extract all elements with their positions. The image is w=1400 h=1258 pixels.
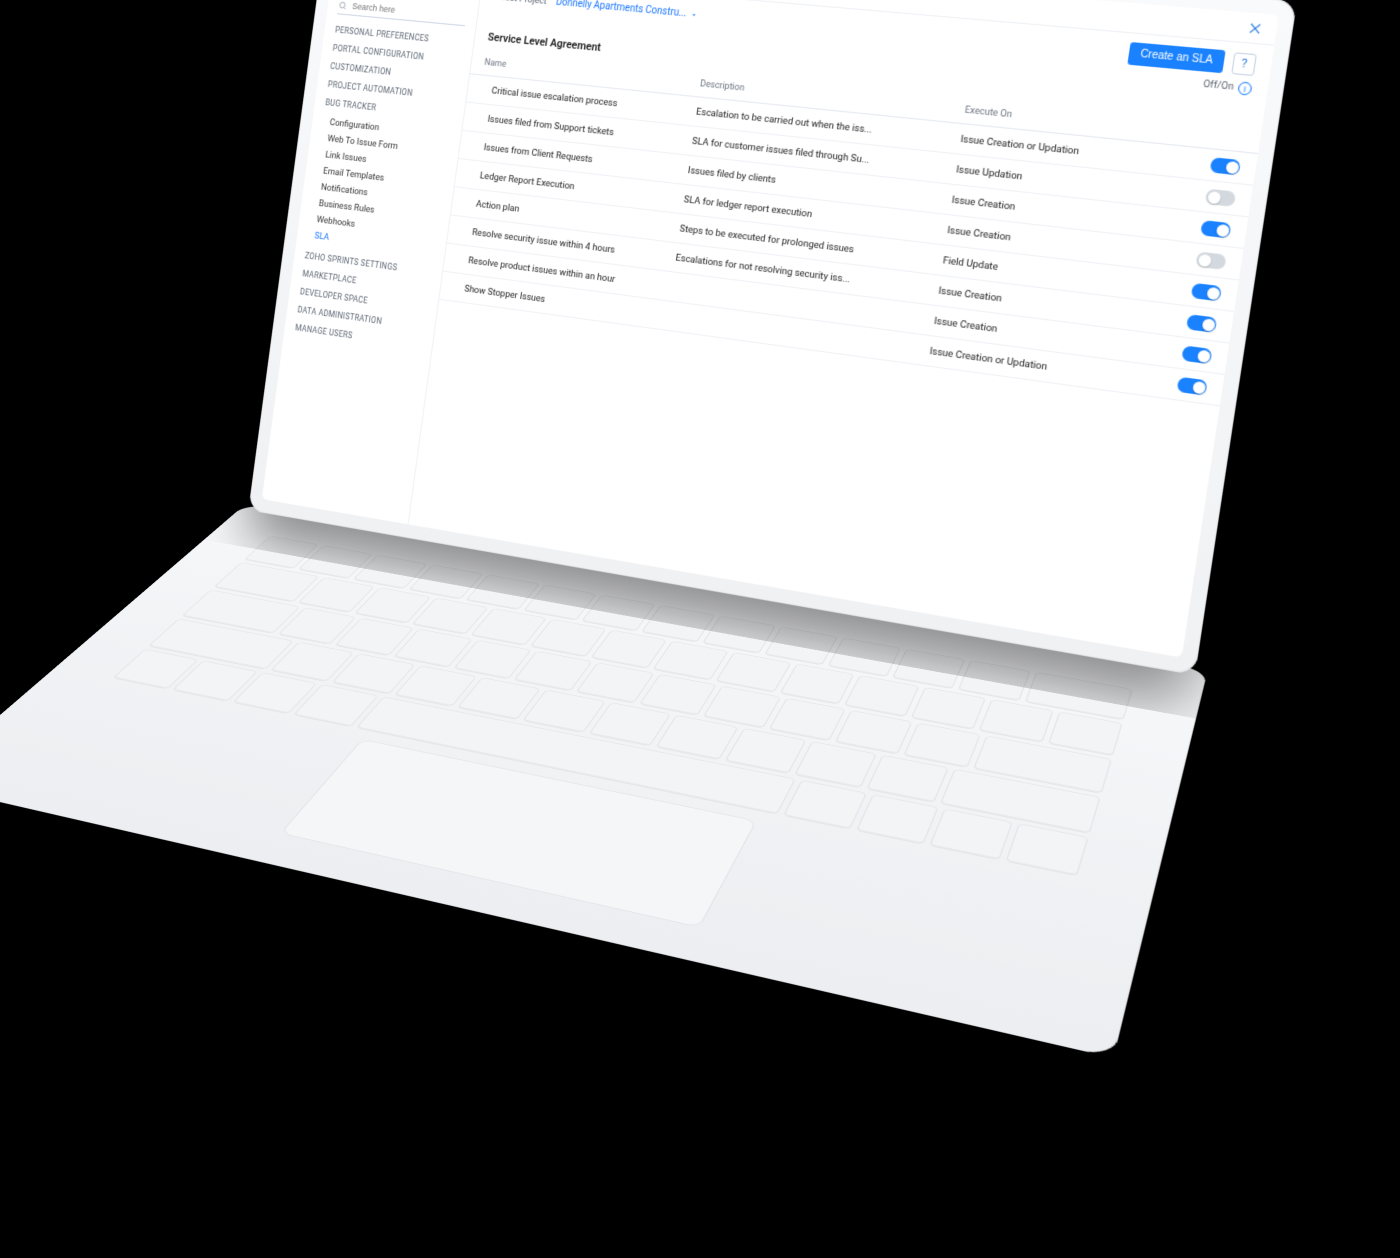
keyboard-key <box>293 684 378 727</box>
keyboard-key <box>354 587 431 623</box>
keyboard-key <box>979 699 1054 743</box>
trackpad <box>280 739 757 928</box>
keyboard-key <box>866 755 948 803</box>
toggle-switch[interactable] <box>1200 220 1231 238</box>
keyboard-key <box>652 641 728 681</box>
keyboard-key <box>588 702 671 746</box>
search-icon <box>338 0 348 11</box>
search-input[interactable] <box>350 0 467 22</box>
keyboard-key <box>641 605 715 642</box>
keyboard-key <box>783 780 867 830</box>
keyboard-key <box>795 741 877 788</box>
keyboard-key <box>703 686 781 729</box>
keyboard-key <box>827 638 901 677</box>
toggle-switch[interactable] <box>1210 157 1241 175</box>
keyboard-key <box>973 735 1112 793</box>
keyboard-key <box>835 710 913 754</box>
keyboard-key <box>523 585 598 621</box>
keyboard-key <box>113 649 199 689</box>
keyboard-key <box>779 664 855 705</box>
keyboard-key <box>702 616 776 654</box>
keyboard-row <box>113 649 1089 876</box>
toggle-switch[interactable] <box>1177 377 1208 396</box>
keyboard-key <box>939 769 1100 834</box>
keyboard-key <box>356 697 796 815</box>
nav-section-header[interactable]: PORTAL CONFIGURATION <box>332 44 461 66</box>
keyboard-key <box>453 640 532 680</box>
keyboard-key <box>844 675 920 717</box>
keyboard-key <box>638 674 716 716</box>
info-icon[interactable]: i <box>1237 81 1252 95</box>
keyboard-key <box>298 577 375 613</box>
keyboard-key <box>172 660 258 701</box>
keyboard-key <box>581 595 655 632</box>
keyboard-key <box>181 590 300 634</box>
toggle-switch[interactable] <box>1181 345 1212 364</box>
scene: Setup PERSONAL PREFERENCESPORTAL CONFIGU… <box>0 0 1400 1258</box>
keyboard-key <box>1048 712 1123 756</box>
keyboard-key <box>514 651 593 691</box>
help-button[interactable]: ? <box>1231 52 1257 76</box>
keyboard-key <box>393 629 472 668</box>
nav-sublist: ConfigurationWeb To Issue FormLink Issue… <box>307 114 451 260</box>
laptop-device: Setup PERSONAL PREFERENCESPORTAL CONFIGU… <box>0 307 1261 1055</box>
keyboard-key <box>457 677 540 719</box>
keyboard-key <box>892 649 965 689</box>
main-panel: Select Project Donnelly Apartments Const… <box>408 0 1274 657</box>
search-box[interactable] <box>337 0 467 26</box>
keyboard-key <box>530 619 607 657</box>
close-icon[interactable] <box>1244 17 1267 38</box>
project-select-value[interactable]: Donnelly Apartments Constru... <box>555 0 699 20</box>
keyboard-key <box>855 794 939 845</box>
keyboard-key <box>412 598 489 635</box>
keyboard-key <box>277 607 356 644</box>
keyboard-key <box>724 728 807 774</box>
keyboard-key <box>1024 672 1133 720</box>
sla-table: Name Description Execute On Critical iss… <box>408 50 1262 658</box>
toggle-switch[interactable] <box>1186 314 1217 333</box>
toggle-switch[interactable] <box>1195 251 1226 270</box>
keyboard-key <box>335 618 414 656</box>
keyboard-key <box>903 723 980 768</box>
keyboard-key <box>1006 823 1089 876</box>
create-sla-button[interactable]: Create an SLA <box>1128 42 1226 73</box>
keyboard-key <box>522 690 605 733</box>
keyboard-key <box>470 608 547 646</box>
keyboard-key <box>715 652 791 692</box>
keyboard-key <box>465 574 540 609</box>
keyboard-key <box>764 627 838 666</box>
keyboard-key <box>270 642 354 682</box>
keyboard-key <box>232 672 318 714</box>
keyboard-key <box>590 630 667 669</box>
chevron-down-icon <box>690 10 699 19</box>
toggle-switch[interactable] <box>1205 189 1236 207</box>
keyboard-key <box>911 687 986 730</box>
keyboard-key <box>930 809 1013 861</box>
off-on-label: Off/On <box>1202 79 1234 93</box>
keyboard-key <box>331 653 415 694</box>
nav-section-header[interactable]: PERSONAL PREFERENCES <box>334 26 463 48</box>
keyboard-key <box>655 715 738 760</box>
project-select-label: Select Project <box>493 0 548 7</box>
nav-section-header[interactable]: CUSTOMIZATION <box>330 62 459 85</box>
keyboard-key <box>768 698 846 741</box>
toggle-switch[interactable] <box>1191 283 1222 302</box>
keyboard-key <box>575 662 654 703</box>
keyboard-key <box>957 660 1030 701</box>
keyboard-key <box>148 619 294 670</box>
project-selected-text: Donnelly Apartments Constru... <box>555 0 687 19</box>
keyboard-key <box>394 665 478 707</box>
header-actions: Create an SLA ? <box>1128 42 1257 76</box>
keyboard-row <box>148 619 1101 834</box>
